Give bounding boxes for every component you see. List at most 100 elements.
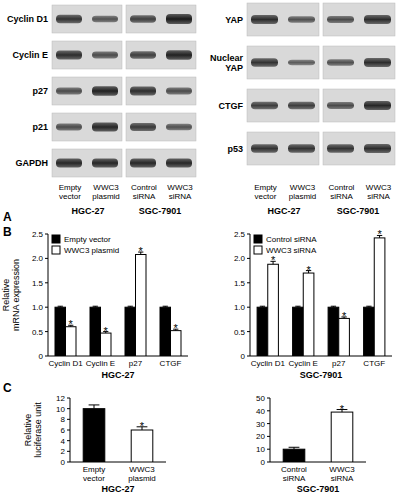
panel-label-line: C: [3, 381, 12, 395]
blot-band: [166, 50, 192, 60]
significance-mark: *: [104, 325, 109, 337]
blot-band: [364, 144, 391, 153]
x-tick-label-line: siRNA: [331, 474, 354, 483]
lane-label-line: vector: [59, 192, 81, 201]
x-tick-label: WWC3plasmid: [128, 465, 156, 483]
significance-mark: *: [174, 322, 179, 334]
blot-row-label: CTGF: [219, 101, 244, 111]
y-tick-label: 0: [241, 352, 246, 361]
lane-label-line: Empty: [254, 183, 277, 192]
y-tick-label: 2.5: [32, 230, 44, 239]
bars: [55, 252, 181, 356]
error-cap: [93, 306, 98, 307]
y-tick-label-line: 50: [256, 394, 265, 403]
y-tick-label: 10: [256, 445, 265, 454]
y-tick-label-line: 4: [61, 437, 66, 446]
lane-label-line: WWC3: [366, 183, 392, 192]
bar-chart: 024681012Relativeluciferase unit*Emptyve…: [23, 394, 166, 494]
cell-line-label: HGC-27: [267, 206, 300, 216]
bar: [257, 307, 268, 356]
y-axis-label-line: Relative: [1, 279, 11, 312]
significance-mark-line: *: [377, 228, 382, 240]
blot-band: [56, 88, 82, 95]
blot-band: [130, 15, 156, 23]
blot-strip: [52, 41, 122, 69]
x-tick-label-line: plasmid: [128, 474, 156, 483]
y-tick-label: 4: [61, 437, 66, 446]
x-tick-label-line: Empty: [83, 465, 106, 474]
blot-strip: [52, 77, 122, 105]
legend-label: WWC3 siRNA: [266, 246, 317, 255]
blot-band: [166, 124, 192, 130]
blot-strip: [52, 5, 122, 33]
error-cap: [58, 306, 63, 307]
legend-label-line: WWC3 plasmid: [64, 246, 119, 255]
legend-label: Control siRNA: [266, 235, 317, 244]
bar: [131, 430, 153, 462]
lane-label-line: plasmid: [92, 192, 120, 201]
panel-label: B: [3, 225, 12, 239]
blot-band: [130, 51, 156, 59]
legend-swatch: [52, 246, 60, 254]
panel-label: C: [3, 381, 12, 395]
x-tick-label-line: siRNA: [283, 474, 306, 483]
significance-mark: *: [69, 318, 74, 330]
blot-band: [251, 58, 278, 66]
significance-mark: *: [139, 245, 144, 257]
bar: [171, 331, 182, 356]
panel-label-line: B: [3, 225, 12, 239]
legend-label-line: Control siRNA: [266, 235, 317, 244]
bar: [160, 307, 171, 356]
y-tick-label: 6: [61, 426, 66, 435]
y-tick-label: 0: [261, 458, 266, 467]
x-tick-label: Cyclin E: [289, 359, 318, 368]
y-tick-label: 2.5: [234, 230, 246, 239]
blot-strip: [247, 132, 319, 165]
cell-line-label: SGC-7901: [337, 206, 380, 216]
y-tick-label: 2.0: [234, 254, 246, 263]
lane-label: Emptyvector: [254, 183, 277, 201]
error-cap: [289, 447, 300, 448]
error-bar: [128, 306, 133, 308]
blot-row-label: p53: [227, 144, 243, 154]
x-axis-label-line: SGC-7901: [297, 484, 340, 494]
y-tick-label: 1.0: [32, 303, 44, 312]
blot-row-label-line: p53: [227, 144, 243, 154]
x-tick-label-line: p27: [129, 359, 143, 368]
lane-label: WWC3siRNA: [366, 183, 392, 201]
blot-strip: [323, 89, 395, 122]
bar: [364, 307, 375, 356]
figure: ABCCyclin D1Cyclin Ep27p21GAPDHEmptyvect…: [0, 0, 401, 500]
blot-strip: [52, 113, 122, 141]
blot-band: [327, 59, 354, 65]
lane-label-line: siRNA: [133, 192, 156, 201]
bars: [283, 410, 353, 462]
error-bar: [289, 447, 300, 449]
x-axis-label: SGC-7901: [297, 484, 340, 494]
y-tick-label-line: 20: [256, 432, 265, 441]
y-axis-label-line: Relative: [23, 414, 33, 447]
blot-panel: YAPNuclearYAPCTGFp53EmptyvectorWWC3plasm…: [210, 3, 395, 216]
x-tick-label: p27: [129, 359, 143, 368]
error-bar: [163, 306, 168, 308]
error-cap: [295, 306, 300, 307]
blot-row-label: Cyclin D1: [7, 14, 48, 24]
legend-label: WWC3 plasmid: [64, 246, 119, 255]
y-tick-label-line: 0: [241, 352, 246, 361]
significance-mark: *: [306, 264, 311, 276]
blot-strip: [247, 46, 319, 79]
lane-label-line: Control: [329, 183, 355, 192]
y-tick-label-line: 40: [256, 407, 265, 416]
y-tick-label: 2.0: [32, 254, 44, 263]
lane-label-line: WWC3: [290, 183, 316, 192]
y-tick-label-line: 8: [61, 415, 66, 424]
x-axis-label-line: HGC-27: [101, 484, 134, 494]
blot-row-label: NuclearYAP: [210, 53, 244, 73]
y-axis-label: RelativemRNA expression: [1, 259, 21, 331]
blot-strip: [126, 149, 196, 177]
y-axis: [270, 398, 271, 462]
lane-label: ControlsiRNA: [329, 183, 355, 201]
x-axis-label: SGC-7901: [300, 370, 343, 380]
cell-line-label-line: HGC-27: [71, 206, 104, 216]
x-tick-label-line: vector: [83, 474, 105, 483]
